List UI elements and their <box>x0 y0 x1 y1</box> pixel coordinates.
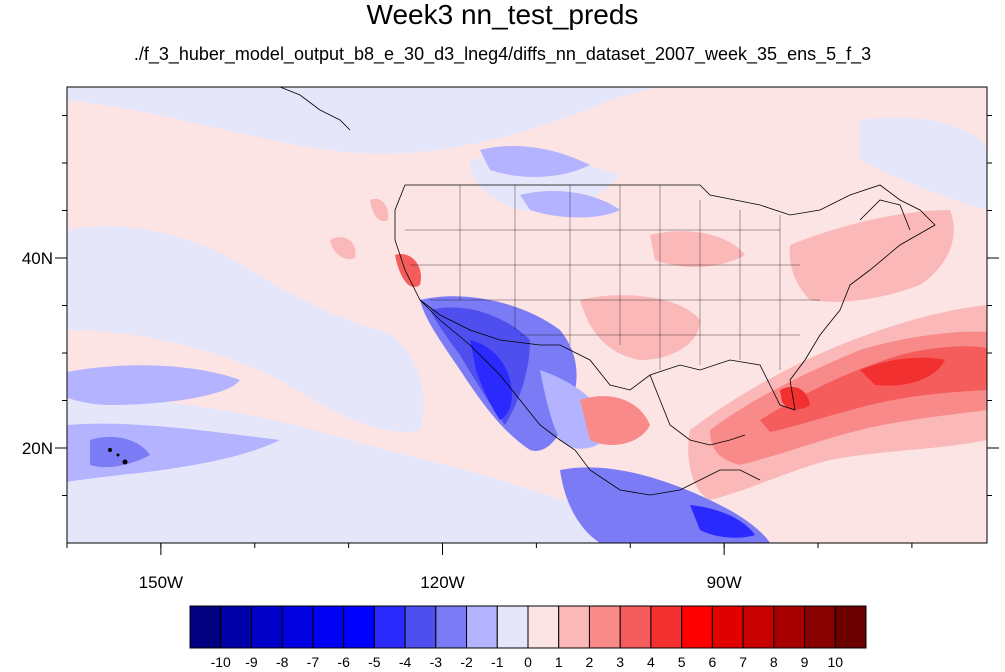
colorbar-swatch <box>834 605 867 649</box>
colorbar-label: 9 <box>801 654 809 670</box>
colorbar-swatch <box>220 605 252 649</box>
colorbar-label: -7 <box>307 654 320 670</box>
colorbar-label: -4 <box>399 654 412 670</box>
mexico-coast <box>419 299 761 496</box>
mexico-red-region <box>580 396 650 445</box>
colorbar-swatch <box>496 605 529 649</box>
lat-tick-label: 40N <box>22 249 53 268</box>
colorbar-label: 7 <box>739 654 747 670</box>
colorbar-label: 0 <box>524 654 532 670</box>
colorbar-label: 5 <box>678 654 686 670</box>
hawaii-blue-core <box>90 436 150 468</box>
texas-red-region <box>580 295 700 360</box>
colorbar-swatch <box>435 605 468 649</box>
colorbar-swatch <box>804 605 836 649</box>
colorbar-swatch <box>650 605 683 649</box>
lon-tick-label: 150W <box>139 573 183 592</box>
atlantic-pale-blue <box>860 117 987 210</box>
northwest-blue-patch <box>480 145 590 177</box>
pacific-pale-blue <box>67 226 424 432</box>
hawaii-islands <box>108 448 128 465</box>
state-borders <box>405 185 820 370</box>
atlantic-red-core <box>860 357 945 386</box>
california-red-patch <box>395 254 421 287</box>
colorbar-swatch <box>466 605 498 649</box>
lat-tick-label: 20N <box>22 439 53 458</box>
colorbar-label: -5 <box>368 654 381 670</box>
midwest-red-patch <box>650 231 745 267</box>
colorbar-label: 6 <box>708 654 716 670</box>
subtropical-blue-band <box>67 365 240 405</box>
colorbar-label: -9 <box>245 654 258 670</box>
colorbar-swatch <box>373 605 406 649</box>
colorbar-label: -10 <box>211 654 231 670</box>
pacific-red-dot <box>370 198 389 222</box>
colorbar-swatch <box>619 605 652 649</box>
lon-tick-label: 120W <box>420 573 464 592</box>
colorbar-label: 2 <box>586 654 594 670</box>
colorbar-label: 8 <box>770 654 778 670</box>
colorbar-swatch <box>312 605 345 649</box>
pacific-red-dot-2 <box>330 237 356 260</box>
colorbar-swatch <box>527 605 560 649</box>
northeast-red-region <box>789 210 954 302</box>
colorbar-label: -6 <box>337 654 350 670</box>
colorbar-label: -3 <box>430 654 443 670</box>
colorbar-swatch <box>558 605 590 649</box>
map-subtitle: ./f_3_huber_model_output_b8_e_30_d3_lneg… <box>133 44 872 64</box>
colorbar-label: -1 <box>491 654 504 670</box>
colorbar-swatch <box>742 605 775 649</box>
colorbar-swatch <box>681 605 713 649</box>
colorbar-swatch <box>250 605 283 649</box>
colorbar-label: 10 <box>827 654 843 670</box>
eastern-pacific-blue-core <box>690 505 755 538</box>
usa-outline <box>394 184 936 411</box>
colorbar-swatch <box>189 605 222 649</box>
colorbar-swatch <box>343 605 375 649</box>
north-pacific-pale-blue <box>67 87 660 154</box>
baja-blue-core <box>470 340 512 420</box>
florida-red-core <box>780 386 810 410</box>
axis-labels: 150W 120W 90W 20N 40N <box>22 249 742 592</box>
colorbar-label: -2 <box>460 654 473 670</box>
alaska-coast <box>279 87 351 131</box>
colorbar-labels: -10 -9 -8 -7 -6 -5 -4 -3 -2 -1 0 1 2 3 4 5 6 7 8 9 10 <box>211 654 844 670</box>
colorbar-swatch <box>588 605 621 649</box>
lon-tick-label: 90W <box>707 573 742 592</box>
colorbar-label: 1 <box>555 654 563 670</box>
colorbar-label: 4 <box>647 654 655 670</box>
major-ticks <box>55 257 999 555</box>
map-plot-area <box>67 87 987 543</box>
colorbar-swatch <box>773 605 806 649</box>
map-title: Week3 nn_test_preds <box>366 0 639 30</box>
colorbar-swatch <box>281 605 314 649</box>
colorbar-label: -8 <box>276 654 289 670</box>
colorbar-swatch <box>404 605 437 649</box>
colorbar-label: 3 <box>616 654 624 670</box>
map-frame <box>66 86 988 544</box>
maritimes-coast <box>859 199 911 231</box>
gulf-coast <box>649 374 746 446</box>
colorbar <box>189 605 867 649</box>
coastlines <box>279 87 936 496</box>
colorbar-swatch <box>711 605 744 649</box>
